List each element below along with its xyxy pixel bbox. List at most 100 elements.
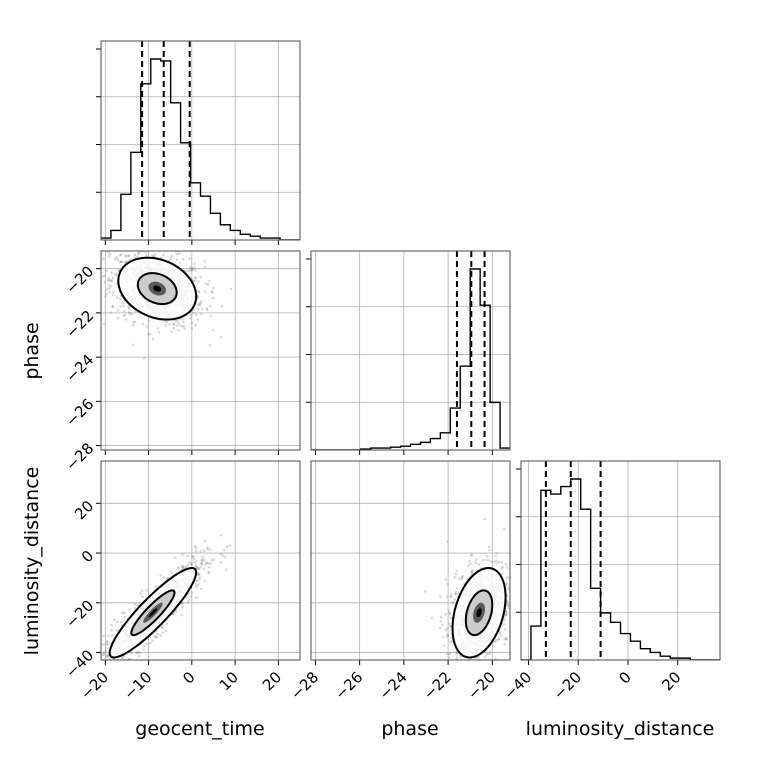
sample-point [517,566,520,569]
sample-point [133,607,137,610]
sample-point [121,301,125,305]
sample-point [171,248,174,251]
sample-point [450,639,454,643]
sample-point [85,673,88,676]
sample-point [516,587,519,590]
sample-point [162,247,165,250]
y-axis-label-luminosity_distance: luminosity_distance [21,467,43,656]
x-tick-label: −20 [550,668,585,703]
sample-point [449,616,453,620]
sample-point [453,575,457,579]
sample-point [500,561,504,564]
sample-point [228,544,232,548]
sample-point [454,686,457,689]
sample-point [430,616,434,620]
sample-point [121,655,124,659]
sample-point [521,606,524,609]
sample-point [180,613,184,617]
sample-point [445,652,449,656]
sample-point [475,656,478,660]
x-tick-label: 20 [658,668,684,694]
sample-point [169,570,173,573]
sample-point [107,276,110,280]
sample-point [505,637,508,641]
sample-point [202,549,206,553]
sample-point [142,648,145,651]
histogram-phase [311,268,510,450]
sample-point [507,586,510,589]
sample-point [78,700,81,703]
sample-point [146,247,149,250]
sample-point [204,282,208,285]
sample-point [136,255,139,258]
sample-point [502,638,506,641]
sample-point [103,274,107,278]
sample-point [119,253,123,257]
sample-point [145,642,149,646]
sample-point [517,603,520,606]
x-axis-label-luminosity_distance: luminosity_distance [526,718,715,740]
sample-point [504,563,508,566]
sample-point [484,558,488,562]
sample-point [120,656,124,660]
sample-point [124,254,128,258]
sample-point [446,540,449,543]
sample-point [180,601,184,605]
sample-point [219,533,223,537]
sample-point [107,283,110,287]
sample-point [438,626,442,630]
sample-point [175,252,179,256]
sample-point [127,307,131,311]
sample-point [507,606,510,609]
sample-point [115,256,118,259]
sample-point [127,254,131,258]
panel-phase-vs-geocent_time: −28 −26 −24 −22 −20 [62,243,301,474]
sample-point [497,560,501,564]
sample-point [126,254,130,257]
sample-point [477,563,480,566]
sample-point [196,307,200,311]
panel-luminosity_distance-vs-luminosity_distance: −40 −20 0 20 [500,460,721,703]
sample-point [113,618,116,621]
sample-point [445,627,449,631]
sample-point [504,628,507,631]
sample-point [179,324,182,327]
sample-point [117,269,120,272]
sample-point [98,297,101,300]
sample-point [144,251,148,254]
sample-point [511,591,514,594]
sample-point [205,307,209,310]
sample-point [154,585,157,588]
contour-line-inner [136,272,178,306]
sample-point [488,548,491,552]
sample-point [447,634,450,637]
sample-point [450,636,453,640]
sample-point [190,267,193,270]
sample-point [518,570,521,573]
sample-point [503,642,506,646]
sample-point [455,652,459,656]
sample-point [197,573,201,576]
sample-point [494,640,497,643]
sample-point [500,567,503,570]
sample-point [194,579,198,582]
sample-point [444,577,448,581]
sample-point [472,660,475,663]
sample-point [119,677,122,680]
sample-point [128,258,132,261]
sample-point [487,652,491,656]
sample-point [136,243,139,246]
sample-point [210,558,213,562]
sample-point [456,666,459,669]
sample-point [163,245,166,248]
sample-point [117,245,120,248]
sample-point [112,671,115,674]
sample-point [462,675,465,678]
sample-point [95,256,98,259]
sample-point [207,570,211,574]
sample-point [109,311,113,314]
sample-point [110,623,113,627]
sample-point [453,597,457,601]
sample-point [162,253,165,256]
sample-point [512,593,515,596]
